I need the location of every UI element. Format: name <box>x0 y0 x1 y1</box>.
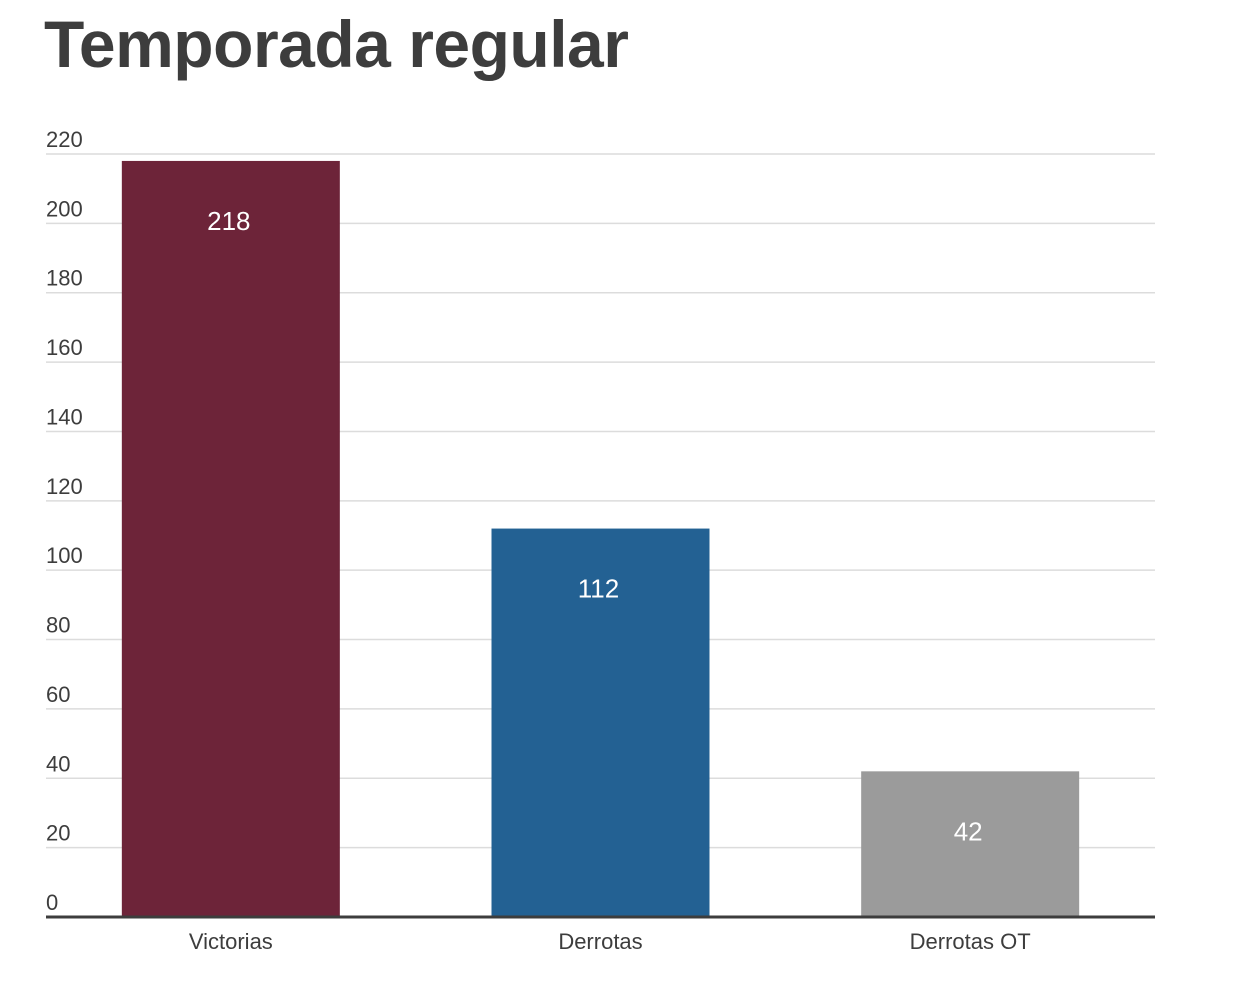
x-category-label: Victorias <box>189 929 273 954</box>
y-tick-label: 220 <box>46 127 83 152</box>
bars <box>121 160 1080 917</box>
y-tick-label: 140 <box>46 404 83 429</box>
bar-value-labels: 218 112 42 <box>207 206 982 846</box>
y-tick-label: 40 <box>46 751 70 776</box>
x-axis-category-labels: Victorias Derrotas Derrotas OT <box>189 929 1031 954</box>
y-tick-label: 80 <box>46 613 70 638</box>
y-tick-label: 20 <box>46 821 70 846</box>
bar <box>121 160 340 917</box>
bar-value-label: 42 <box>954 816 983 846</box>
bar-value-label: 218 <box>207 206 250 236</box>
y-tick-label: 200 <box>46 196 83 221</box>
y-tick-label: 120 <box>46 474 83 499</box>
y-tick-label: 160 <box>46 335 83 360</box>
x-category-label: Derrotas <box>558 929 642 954</box>
y-tick-label: 60 <box>46 682 70 707</box>
y-tick-label: 180 <box>46 266 83 291</box>
chart-title: Temporada regular <box>44 7 629 81</box>
bar-value-label: 112 <box>578 574 619 604</box>
y-axis-tick-labels: 0 20 40 60 80 100 120 140 160 180 200 220 <box>46 127 83 915</box>
y-tick-label: 0 <box>46 890 58 915</box>
x-category-label: Derrotas OT <box>910 929 1031 954</box>
bar <box>861 771 1080 917</box>
bar <box>491 528 710 917</box>
y-tick-label: 100 <box>46 543 83 568</box>
